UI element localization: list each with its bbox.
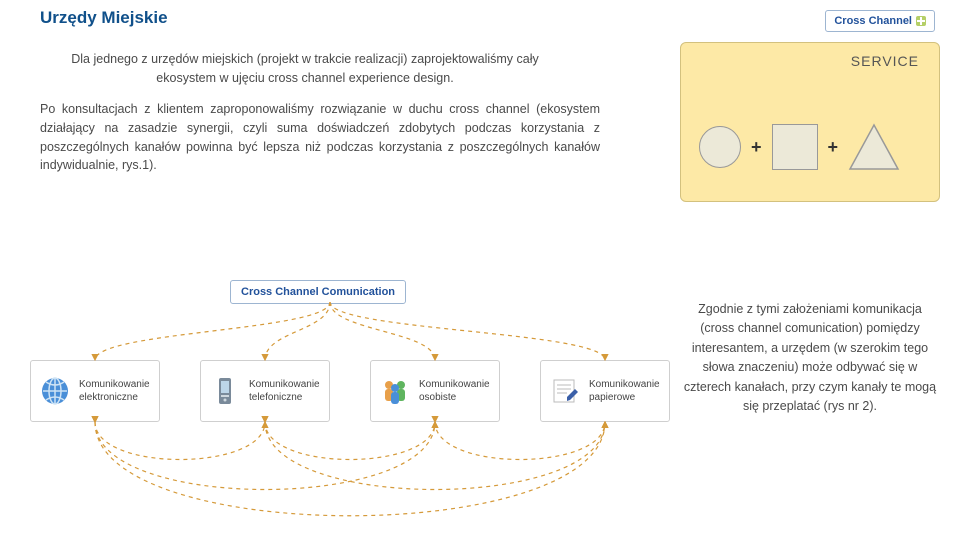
triangle-shape bbox=[848, 123, 900, 171]
service-panel: SERVICE + + bbox=[680, 42, 940, 202]
right-paragraph: Zgodnie z tymi założeniami komunikacja (… bbox=[680, 300, 940, 416]
channel-paper: Komunikowanie papierowe bbox=[540, 360, 670, 422]
paper-icon bbox=[549, 375, 581, 407]
channel-label: Komunikowanie telefoniczne bbox=[249, 378, 321, 404]
square-shape bbox=[772, 124, 818, 170]
cross-channel-communication-label: Cross Channel Comunication bbox=[230, 280, 406, 304]
channel-electronic: Komunikowanie elektroniczne bbox=[30, 360, 160, 422]
people-icon bbox=[379, 375, 411, 407]
cross-channel-badge: Cross Channel bbox=[825, 10, 935, 32]
phone-icon bbox=[209, 375, 241, 407]
circle-shape bbox=[699, 126, 741, 168]
channel-phone: Komunikowanie telefoniczne bbox=[200, 360, 330, 422]
service-shapes-row: + + bbox=[699, 123, 900, 171]
channel-label: Komunikowanie osobiste bbox=[419, 378, 491, 404]
cross-channel-badge-label: Cross Channel bbox=[834, 15, 912, 27]
channel-label: Komunikowanie papierowe bbox=[589, 378, 661, 404]
globe-icon bbox=[39, 375, 71, 407]
plus-sign: + bbox=[751, 137, 762, 158]
intro-paragraph-1: Dla jednego z urzędów miejskich (projekt… bbox=[40, 50, 570, 88]
plus-sign: + bbox=[828, 137, 839, 158]
channels-row: Komunikowanie elektroniczne Komunikowani… bbox=[30, 360, 670, 422]
channel-personal: Komunikowanie osobiste bbox=[370, 360, 500, 422]
plus-icon bbox=[916, 16, 926, 26]
channel-label: Komunikowanie elektroniczne bbox=[79, 378, 151, 404]
page-title: Urzędy Miejskie bbox=[40, 8, 168, 28]
service-label: SERVICE bbox=[851, 53, 919, 69]
intro-paragraph-2: Po konsultacjach z klientem zaproponowal… bbox=[40, 100, 600, 175]
